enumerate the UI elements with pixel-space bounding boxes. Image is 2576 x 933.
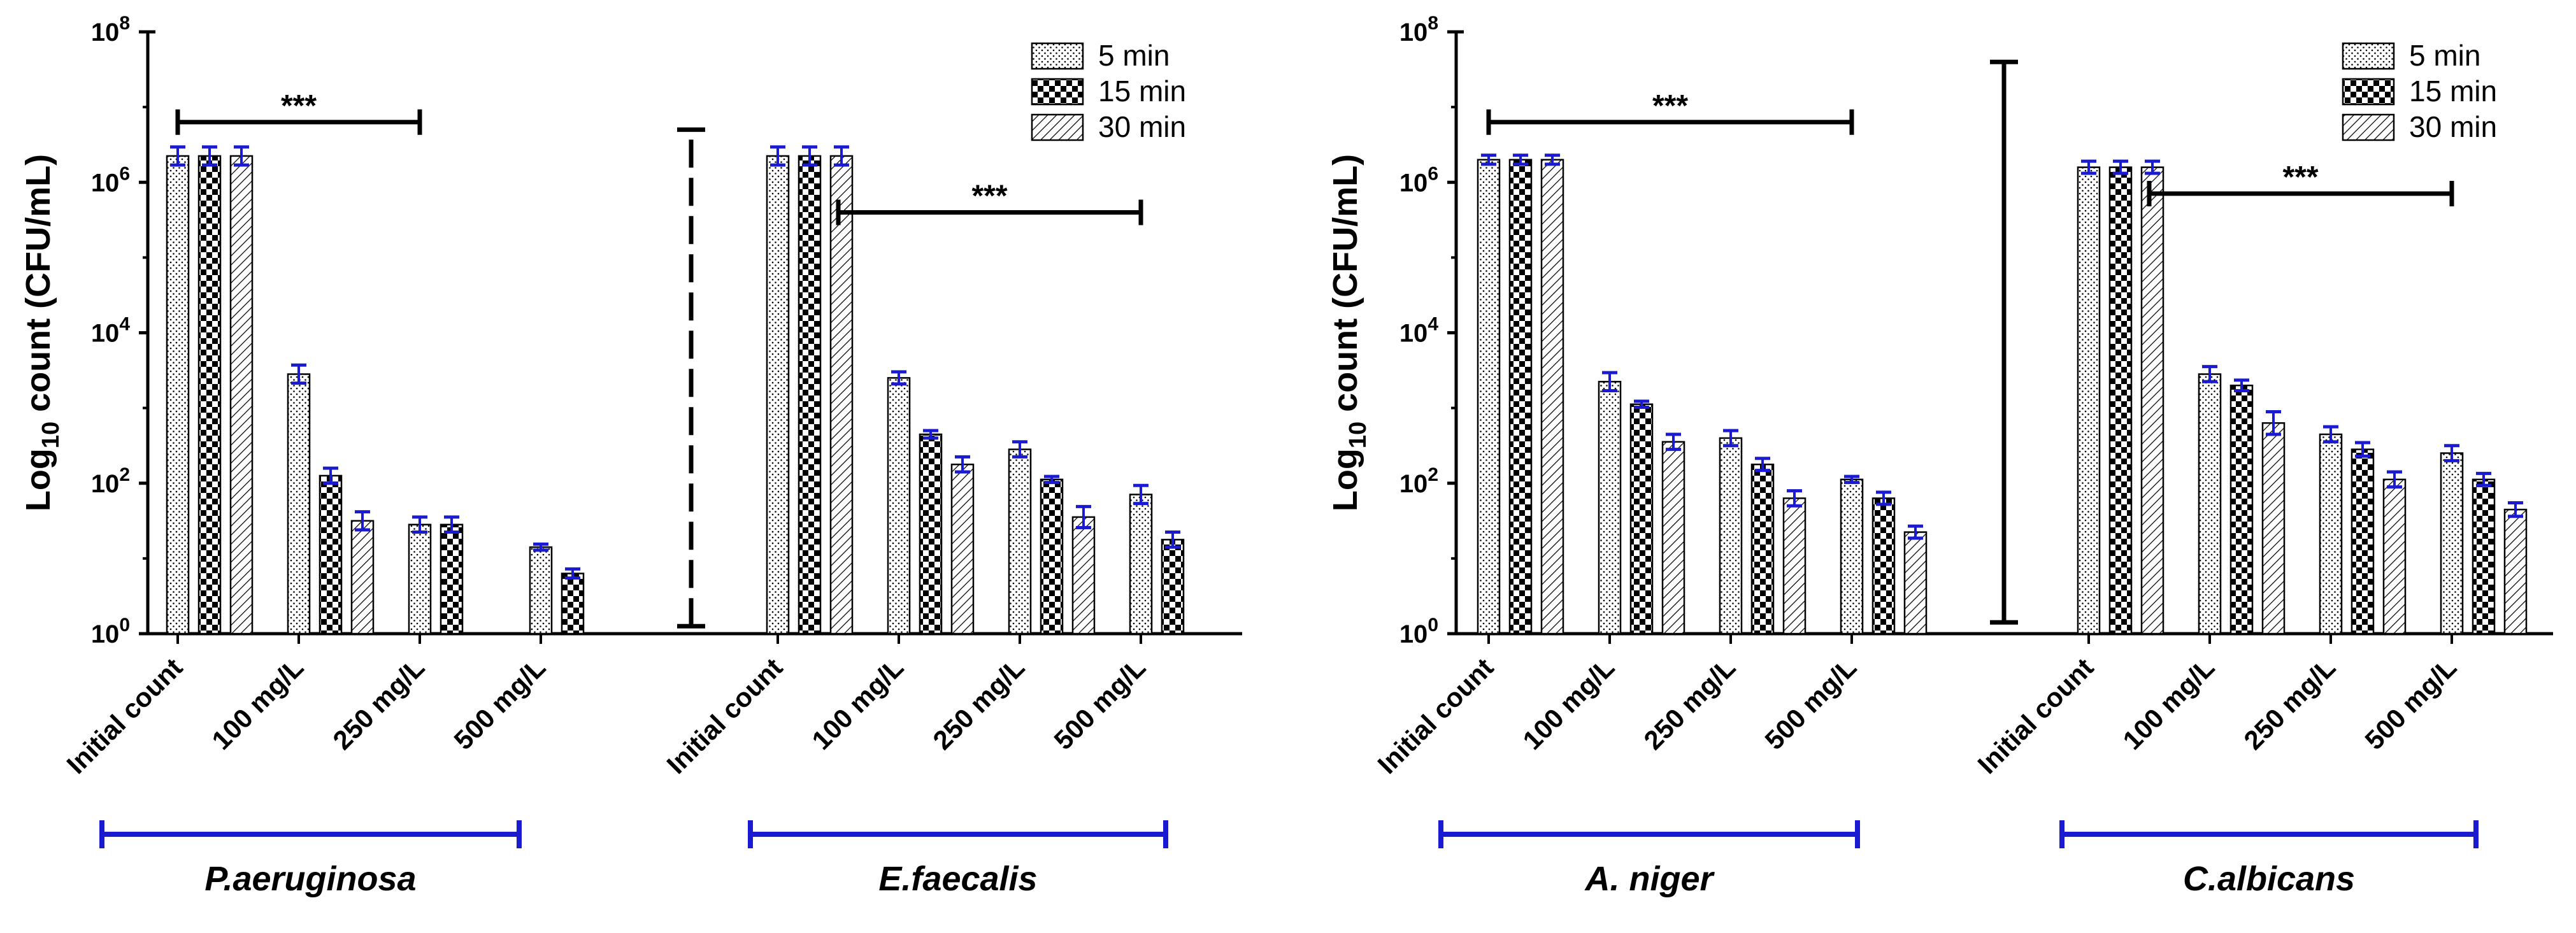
- legend-label: 30 min: [2409, 110, 2497, 143]
- bar: [287, 373, 311, 635]
- legend-swatch: [2342, 42, 2395, 70]
- bar: [2382, 478, 2407, 635]
- y-tick-label: 100: [91, 615, 130, 648]
- bar: [166, 155, 190, 635]
- bar: [197, 155, 222, 635]
- x-tick-label: 250 mg/L: [1638, 652, 1741, 755]
- y-tick-label: 106: [1399, 163, 1438, 197]
- bar: [2108, 166, 2133, 635]
- x-tick-label: 500 mg/L: [2359, 652, 2462, 755]
- bar: [1071, 516, 1096, 635]
- significance-label: ***: [2282, 160, 2318, 194]
- bar: [2077, 166, 2101, 635]
- bar: [529, 546, 553, 635]
- bar: [919, 433, 943, 635]
- bar: [1598, 381, 1622, 635]
- bar: [1719, 437, 1743, 635]
- x-tick-label: 100 mg/L: [2117, 652, 2220, 755]
- bar: [1750, 463, 1775, 635]
- organism-label: C.albicans: [2183, 860, 2355, 898]
- legend-label: 15 min: [2409, 75, 2497, 108]
- x-tick-label: 250 mg/L: [2238, 652, 2341, 755]
- y-tick-label: 102: [1399, 464, 1438, 498]
- x-tick-label: Initial count: [1971, 652, 2099, 780]
- y-tick-label: 108: [1399, 13, 1438, 46]
- x-tick-label: Initial count: [61, 652, 188, 780]
- bar: [1629, 403, 1654, 635]
- bar: [2503, 508, 2528, 635]
- x-tick-label: Initial count: [1371, 652, 1499, 780]
- bar: [318, 474, 343, 635]
- bar: [2472, 478, 2496, 635]
- x-tick-label: Initial count: [661, 652, 788, 780]
- bar: [1477, 159, 1501, 635]
- bar: [1508, 159, 1533, 635]
- x-tick-label: 250 mg/L: [327, 652, 430, 755]
- bar: [408, 523, 432, 635]
- bar: [440, 523, 464, 635]
- y-tick-label: 100: [1399, 615, 1438, 648]
- bar: [2440, 452, 2464, 635]
- bar: [1661, 441, 1685, 635]
- x-tick-label: 100 mg/L: [806, 652, 909, 755]
- significance-label: ***: [281, 89, 317, 123]
- bar: [1540, 159, 1564, 635]
- x-tick-label: 250 mg/L: [927, 652, 1030, 755]
- bar: [798, 155, 822, 635]
- organism-label: E.faecalis: [878, 860, 1037, 898]
- y-tick-label: 102: [91, 464, 130, 498]
- bar: [1129, 494, 1153, 635]
- significance-label: ***: [1652, 89, 1688, 123]
- y-tick-label: 106: [91, 163, 130, 197]
- x-tick-label: 500 mg/L: [448, 652, 551, 755]
- x-tick-label: 100 mg/L: [206, 652, 309, 755]
- bar: [229, 155, 254, 635]
- bar: [350, 520, 375, 635]
- legend-swatch: [2342, 113, 2395, 141]
- bar: [2351, 448, 2375, 635]
- bar: [1008, 448, 1032, 635]
- bar: [1840, 478, 1864, 635]
- right-panel: 100 102 104 106 108 Log10 count (CFU/mL) Initi…: [1326, 13, 2553, 898]
- bar: [1040, 478, 1064, 635]
- x-tick-label: 500 mg/L: [1759, 652, 1862, 755]
- legend-swatch: [1031, 78, 1084, 106]
- legend-label: 30 min: [1098, 110, 1186, 143]
- x-tick-label: 500 mg/L: [1048, 652, 1151, 755]
- legend-label: 15 min: [1098, 75, 1186, 108]
- y-axis-label: Log10 count (CFU/mL): [1326, 154, 1371, 511]
- bar: [829, 155, 854, 635]
- y-tick-label: 104: [1399, 314, 1439, 348]
- legend-swatch: [1031, 113, 1084, 141]
- y-tick-label: 104: [91, 314, 131, 348]
- bar: [950, 463, 975, 635]
- organism-label: A. niger: [1584, 860, 1715, 898]
- organism-label: P.aeruginosa: [204, 860, 416, 898]
- left-panel: 100 102 104 106 108 Log10 count (CFU/mL) Initi…: [19, 13, 1242, 898]
- bar: [1903, 531, 1928, 635]
- y-tick-label: 108: [91, 13, 130, 46]
- legend-label: 5 min: [2409, 39, 2480, 72]
- bar: [561, 573, 585, 635]
- bar: [2261, 422, 2286, 635]
- bar: [766, 155, 790, 635]
- bar: [1871, 497, 1896, 635]
- y-axis-label: Log10 count (CFU/mL): [19, 154, 64, 511]
- bar: [1782, 497, 1807, 635]
- legend-label: 5 min: [1098, 39, 1170, 72]
- x-tick-label: 100 mg/L: [1517, 652, 1620, 755]
- bar: [2140, 166, 2165, 635]
- bar: [1161, 539, 1185, 635]
- legend-swatch: [1031, 42, 1084, 70]
- bar: [887, 377, 911, 635]
- legend-swatch: [2342, 78, 2395, 106]
- significance-label: ***: [971, 180, 1007, 213]
- bar: [2198, 373, 2222, 635]
- bar: [2319, 433, 2343, 635]
- bar: [2229, 384, 2254, 635]
